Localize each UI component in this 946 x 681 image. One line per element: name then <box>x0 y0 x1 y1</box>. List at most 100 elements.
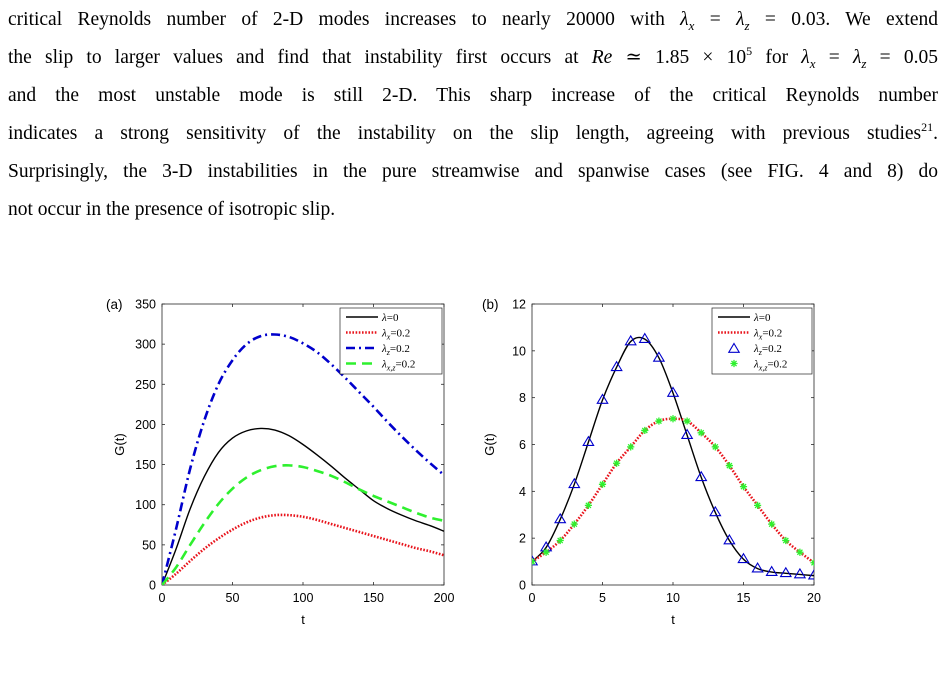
citation-superscript: 21 <box>921 120 934 134</box>
data-point-star <box>655 417 663 425</box>
x-tick-label: 50 <box>226 591 240 605</box>
x-axis-label: t <box>671 612 675 627</box>
y-tick-label: 2 <box>519 532 526 546</box>
text-run: . <box>933 123 938 144</box>
data-point-triangle <box>723 533 736 545</box>
y-tick-label: 200 <box>135 418 156 432</box>
math-lambda: λ <box>852 47 862 68</box>
data-point-triangle <box>532 555 539 566</box>
data-point-star <box>730 359 738 368</box>
panel-a-chart: 0 50 100 150 200 0 50 100 150 200 250 300 350 t G(t) (a… <box>106 297 454 627</box>
paragraph-line-5: Surprisingly, the 3-D instabilities in t… <box>8 161 938 182</box>
data-point-star <box>542 548 550 556</box>
paragraph-line-4: indicates a strong sensitivity of the in… <box>8 120 938 146</box>
legend-box <box>339 307 443 375</box>
panel-tag: (b) <box>482 297 499 312</box>
data-point-star <box>725 461 733 470</box>
data-point-star <box>532 557 536 566</box>
x-tick-label: 15 <box>737 591 751 605</box>
data-point-triangle <box>596 393 609 404</box>
data-point-triangle <box>638 332 651 343</box>
series-line <box>532 336 814 577</box>
data-point-star <box>641 426 649 435</box>
x-tick-label: 5 <box>599 591 606 605</box>
y-tick-label: 12 <box>512 298 526 312</box>
data-point-triangle <box>779 566 792 578</box>
y-tick-label: 0 <box>519 579 526 593</box>
x-axis-label: t <box>301 612 305 627</box>
y-tick-label: 50 <box>142 538 156 552</box>
y-tick-label: 0 <box>149 579 156 593</box>
x-tick-label: 20 <box>807 591 821 605</box>
series-group <box>162 333 444 585</box>
y-tick-label: 8 <box>519 391 526 405</box>
data-point-star <box>697 429 705 437</box>
y-axis-label: G(t) <box>482 433 497 455</box>
text-run: = 0.03. We extend <box>749 9 938 30</box>
y-axis-label: G(t) <box>112 433 127 455</box>
data-point-star <box>627 443 635 451</box>
text-run: = <box>815 47 853 68</box>
data-point-star <box>570 520 578 528</box>
math-sub: x <box>809 55 816 71</box>
data-point-star <box>754 501 762 509</box>
text-run: indicates a strong sensitivity of the in… <box>8 123 922 144</box>
x-tick-label: 0 <box>529 591 536 605</box>
y-tick-label: 350 <box>135 298 156 312</box>
data-point-triangle <box>652 351 666 362</box>
legend-label: λx,z=0.2 <box>753 359 787 373</box>
data-point-star <box>796 548 804 556</box>
y-tick-label: 6 <box>519 438 526 452</box>
text-run: for <box>752 47 802 68</box>
y-tick-label: 250 <box>135 378 156 392</box>
text-run: = 0.05 <box>866 47 939 68</box>
text-run: the slip to larger values and find that … <box>8 47 592 68</box>
legend-label: λx,z=0.2 <box>381 359 415 373</box>
data-point-triangle <box>680 428 694 439</box>
y-tick-label: 10 <box>512 344 526 358</box>
math-lambda: λ <box>801 47 810 68</box>
legend-label: λ=0 <box>753 312 771 324</box>
data-point-triangle <box>624 334 637 346</box>
data-point-star <box>556 536 564 545</box>
paragraph-line-1: critical Reynolds number of 2-D modes in… <box>8 8 938 38</box>
math-lambda: λ <box>736 9 745 30</box>
data-point-triangle <box>610 360 623 372</box>
panel-tag: (a) <box>106 297 123 312</box>
x-tick-label: 150 <box>363 591 384 605</box>
text-run: = <box>694 9 737 30</box>
math-exponent: 5 <box>746 44 753 58</box>
x-tick-label: 100 <box>293 591 314 605</box>
data-point-star <box>613 459 621 467</box>
data-point-star <box>669 415 677 423</box>
legend-label: λx=0.2 <box>381 328 410 342</box>
paragraph-line-6: not occur in the presence of isotropic s… <box>8 199 336 220</box>
data-point-triangle <box>709 505 722 517</box>
math-sub: z <box>861 55 867 71</box>
paragraph-line-2: the slip to larger values and find that … <box>8 44 939 76</box>
series-line <box>162 333 444 585</box>
x-tick-label: 0 <box>159 591 166 605</box>
data-point-star <box>598 480 607 488</box>
math-sub: z <box>744 17 750 33</box>
data-point-triangle <box>737 552 750 564</box>
series-group <box>532 332 814 580</box>
math-lambda: λ <box>680 9 689 30</box>
data-point-star <box>768 520 776 528</box>
data-point-triangle <box>695 470 708 482</box>
y-tick-label: 300 <box>135 338 156 352</box>
data-point-star <box>683 417 691 425</box>
series-line <box>162 464 444 585</box>
data-point-triangle <box>666 386 680 397</box>
x-tick-label: 200 <box>434 591 455 605</box>
legend-label: λz=0.2 <box>753 343 782 357</box>
series-line <box>162 427 444 585</box>
legend-label: λz=0.2 <box>381 343 410 357</box>
data-point-star <box>584 501 592 509</box>
data-point-triangle <box>727 342 741 353</box>
data-point-triangle <box>582 435 595 447</box>
caption-mask <box>0 668 946 681</box>
data-point-triangle <box>793 567 807 579</box>
legend-box <box>711 307 813 375</box>
